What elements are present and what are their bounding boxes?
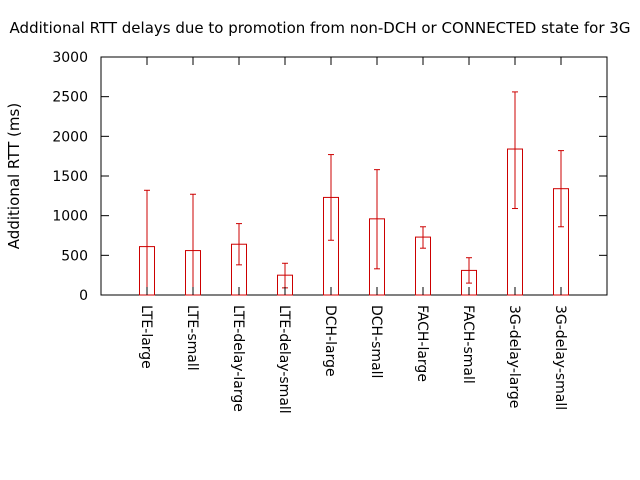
y-tick-label: 1500 bbox=[52, 169, 88, 185]
y-tick-label: 3000 bbox=[52, 50, 88, 66]
y-axis-label: Additional RTT (ms) bbox=[5, 103, 23, 249]
x-tick-label: DCH-small bbox=[368, 305, 384, 378]
plot-frame bbox=[100, 56, 608, 296]
x-tick-label: LTE-delay-small bbox=[276, 305, 292, 414]
y-tick-label: 2000 bbox=[52, 129, 88, 145]
bars bbox=[139, 91, 569, 296]
x-tick-label: 3G-delay-small bbox=[552, 305, 568, 410]
chart-title: Additional RTT delays due to promotion f… bbox=[10, 19, 631, 37]
y-tick-label: 1000 bbox=[52, 209, 88, 225]
x-tick-label: LTE-small bbox=[184, 305, 200, 371]
x-tick-label: FACH-large bbox=[414, 305, 430, 382]
x-tick-label: LTE-large bbox=[138, 305, 154, 369]
y-tick-label: 500 bbox=[61, 248, 88, 264]
x-axis: LTE-large LTE-small LTE-delay-large LTE-del… bbox=[138, 57, 568, 414]
y-axis: 0 500 1000 1500 2000 2500 3000 bbox=[52, 50, 607, 304]
x-tick-label: 3G-delay-large bbox=[506, 305, 522, 408]
x-tick-label: DCH-large bbox=[322, 305, 338, 377]
x-tick-label: FACH-small bbox=[460, 305, 476, 384]
y-tick-label: 0 bbox=[79, 288, 88, 304]
y-tick-label: 2500 bbox=[52, 90, 88, 106]
x-tick-label: LTE-delay-large bbox=[230, 305, 246, 412]
